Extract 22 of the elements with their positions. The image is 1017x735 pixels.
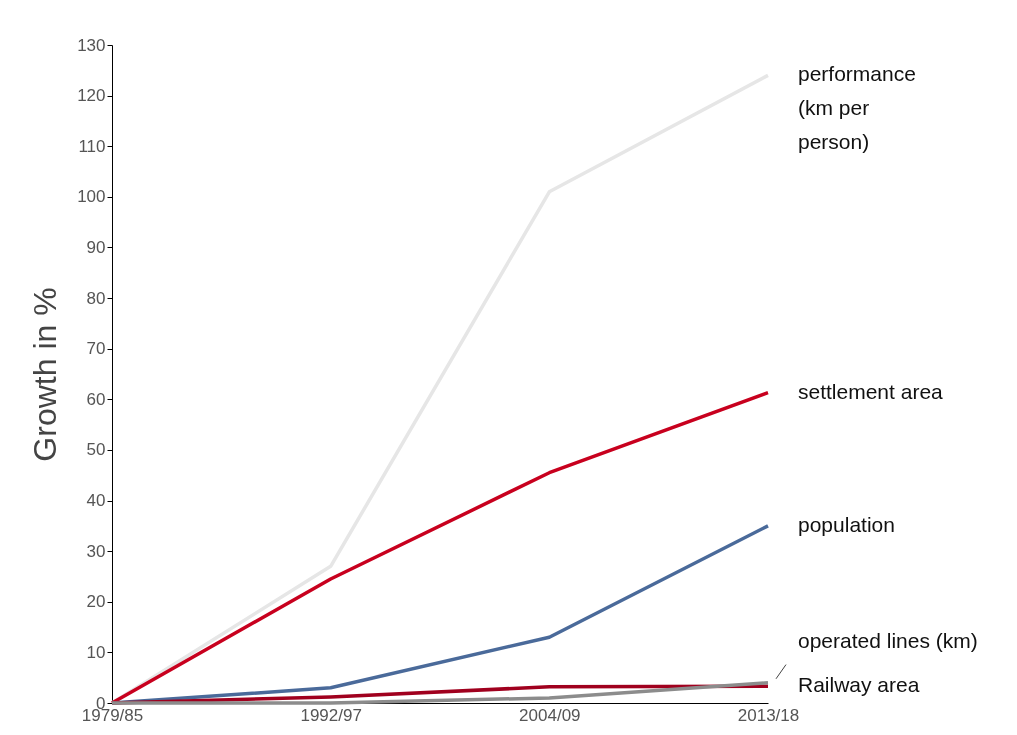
series-label: performance (km per person) [798, 62, 916, 154]
y-tick-label: 10 [86, 642, 106, 662]
y-tick-label: 110 [78, 136, 106, 156]
y-tick-label: 120 [77, 86, 106, 106]
y-axis-title: Growth in % [27, 287, 64, 462]
y-tick-label: 50 [86, 440, 106, 460]
y-tick-label: 80 [86, 288, 106, 308]
series-label: population [798, 512, 895, 536]
y-tick-label: 60 [86, 389, 106, 409]
y-tick-label: 100 [77, 187, 106, 207]
y-tick-label: 20 [86, 592, 106, 612]
text: operated lines (km) [798, 628, 978, 652]
y-tick-label: 130 [77, 35, 106, 55]
y-tick-label: 40 [86, 491, 106, 511]
series-label: Railway area [798, 673, 920, 697]
x-tick-label: 2013/18 [737, 705, 800, 725]
x-tick-label: 2004/09 [519, 705, 581, 725]
y-tick-label: 70 [86, 339, 106, 359]
x-tick-label: 1992/97 [300, 705, 362, 725]
series-label: settlement area [798, 379, 944, 403]
y-tick-label: 90 [86, 237, 106, 257]
y-tick-label: 30 [86, 541, 106, 561]
